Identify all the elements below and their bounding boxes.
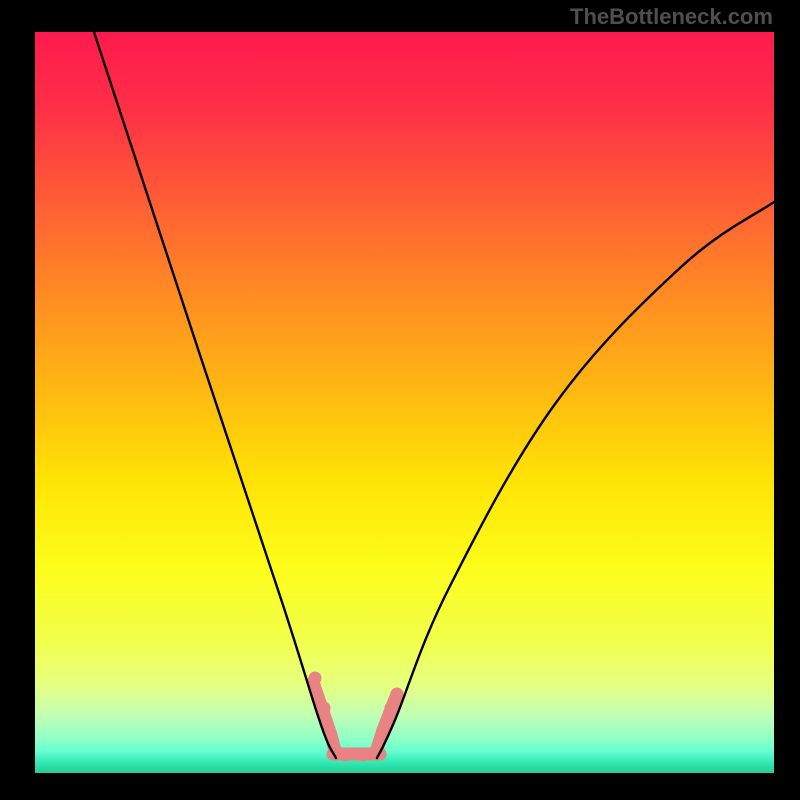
curve-layer xyxy=(0,0,800,800)
frame-bottom xyxy=(0,773,800,800)
frame-left xyxy=(0,0,35,800)
chart-root: TheBottleneck.com xyxy=(0,0,800,800)
watermark-text: TheBottleneck.com xyxy=(570,4,773,30)
pink-decoration xyxy=(309,672,398,762)
curve-right xyxy=(377,202,774,758)
curve-left xyxy=(92,26,336,758)
frame-right xyxy=(774,0,800,800)
